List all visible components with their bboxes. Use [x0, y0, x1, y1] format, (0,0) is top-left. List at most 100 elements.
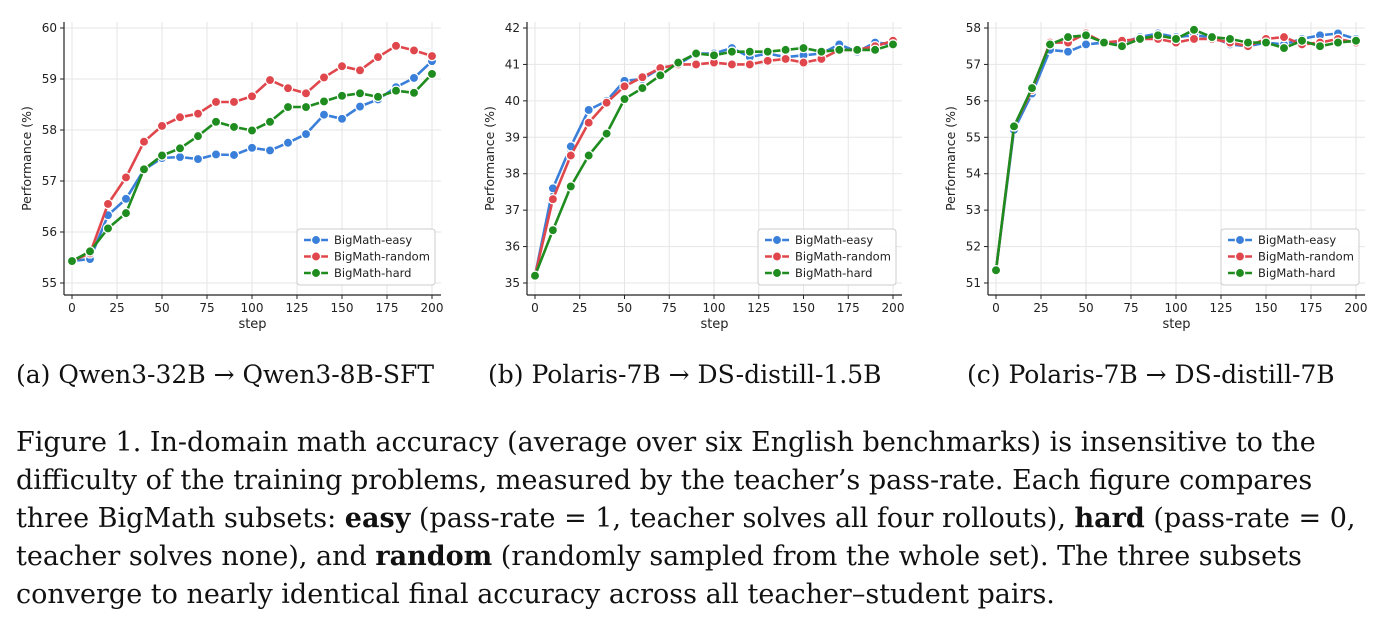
data-point	[547, 193, 559, 205]
data-point	[869, 44, 881, 56]
y-tick-label: 51	[966, 276, 981, 290]
data-point	[583, 104, 594, 116]
y-tick-label: 37	[505, 203, 520, 217]
y-tick-label: 56	[966, 94, 981, 108]
data-point	[318, 72, 330, 83]
x-tick-label: 125	[747, 301, 770, 315]
data-point	[1296, 35, 1308, 47]
data-point	[1026, 82, 1038, 94]
data-point	[583, 150, 594, 161]
data-point	[318, 96, 330, 107]
legend-marker	[1234, 251, 1246, 262]
x-tick-label: 25	[572, 301, 587, 315]
data-point	[887, 39, 899, 50]
legend: BigMath-easy BigMath-random BigMath-hard	[757, 228, 897, 286]
legend-label: BigMath-easy	[334, 233, 412, 247]
data-point	[174, 143, 186, 154]
legend-label: BigMath-easy	[1258, 233, 1336, 247]
data-point	[1278, 42, 1290, 54]
data-point	[798, 42, 809, 54]
x-tick-label: 125	[1210, 301, 1233, 315]
data-point	[637, 82, 648, 94]
data-point	[708, 50, 720, 61]
data-point	[1062, 46, 1074, 57]
x-tick-label: 25	[1033, 301, 1048, 315]
data-point	[228, 121, 240, 133]
legend-marker	[1234, 267, 1246, 279]
data-point	[834, 44, 845, 56]
data-point	[762, 55, 773, 67]
data-point	[655, 70, 666, 81]
data-point	[744, 46, 756, 57]
data-point	[156, 150, 168, 161]
data-point	[1332, 37, 1344, 48]
x-tick-label: 175	[376, 301, 399, 315]
x-tick-label: 0	[531, 301, 539, 315]
data-point	[1080, 39, 1092, 50]
legend-label: BigMath-random	[795, 250, 891, 264]
x-tick-label: 100	[1165, 301, 1188, 315]
x-tick-label: 25	[109, 301, 124, 315]
x-tick-label: 200	[882, 301, 905, 315]
caption-text-1: Figure 1. In-domain math accuracy (avera…	[16, 427, 1316, 534]
data-point	[1206, 31, 1218, 43]
x-axis-label: step	[700, 317, 728, 332]
data-point	[1080, 30, 1092, 41]
data-point	[565, 181, 577, 192]
data-point	[210, 149, 222, 160]
chart-c: 0 25 50 75 100 125 150 175 200 51 52 53 54 55 56 57 58 st…	[943, 21, 1367, 332]
data-point	[264, 116, 276, 128]
legend-marker	[771, 267, 783, 279]
data-point	[990, 264, 1002, 276]
legend-marker	[771, 251, 783, 262]
data-point	[690, 48, 702, 59]
data-point	[426, 68, 438, 80]
data-point	[408, 87, 420, 99]
data-point	[282, 137, 294, 148]
data-point	[138, 136, 150, 147]
subcaption-c: (c) Polaris-7B → DS-distill-7B	[967, 360, 1335, 389]
data-point	[120, 172, 132, 183]
data-point	[210, 116, 222, 128]
legend: BigMath-easy BigMath-random BigMath-hard	[1220, 228, 1360, 286]
data-point	[529, 270, 541, 281]
data-point	[619, 93, 630, 105]
y-tick-label: 40	[505, 94, 520, 108]
data-point	[547, 224, 559, 236]
data-point	[637, 71, 648, 83]
legend-box	[296, 228, 436, 286]
data-point	[408, 45, 420, 56]
data-point	[174, 112, 186, 123]
data-point	[300, 88, 312, 99]
x-tick-label: 125	[286, 301, 309, 315]
y-tick-label: 57	[966, 57, 981, 71]
data-point	[744, 59, 756, 70]
data-point	[390, 40, 402, 52]
data-point	[102, 223, 114, 234]
data-point	[372, 91, 384, 103]
data-point	[300, 128, 312, 140]
data-point	[318, 109, 330, 120]
data-point	[672, 57, 684, 68]
data-point	[1278, 31, 1290, 43]
data-point	[726, 46, 738, 57]
data-point	[1062, 31, 1074, 43]
data-point	[1044, 39, 1056, 50]
y-tick-label: 41	[505, 57, 520, 71]
y-tick-label: 55	[42, 276, 57, 290]
data-point	[1098, 37, 1110, 48]
data-point	[84, 246, 96, 257]
y-tick-label: 54	[966, 167, 981, 181]
data-point	[1116, 40, 1128, 52]
data-point	[565, 150, 577, 161]
legend-marker	[310, 267, 322, 279]
y-tick-label: 52	[966, 240, 981, 254]
data-point	[282, 82, 294, 94]
data-point	[282, 101, 294, 113]
y-tick-label: 60	[42, 21, 57, 35]
data-point	[264, 145, 276, 156]
x-tick-label: 150	[792, 301, 815, 315]
x-axis-label: step	[238, 317, 266, 332]
y-axis-label: Performance (%)	[19, 106, 34, 211]
figure-charts: 0 25 50 75 100 125 150 175 200 55 56 57 58 59 60 step Pe…	[19, 21, 1367, 332]
